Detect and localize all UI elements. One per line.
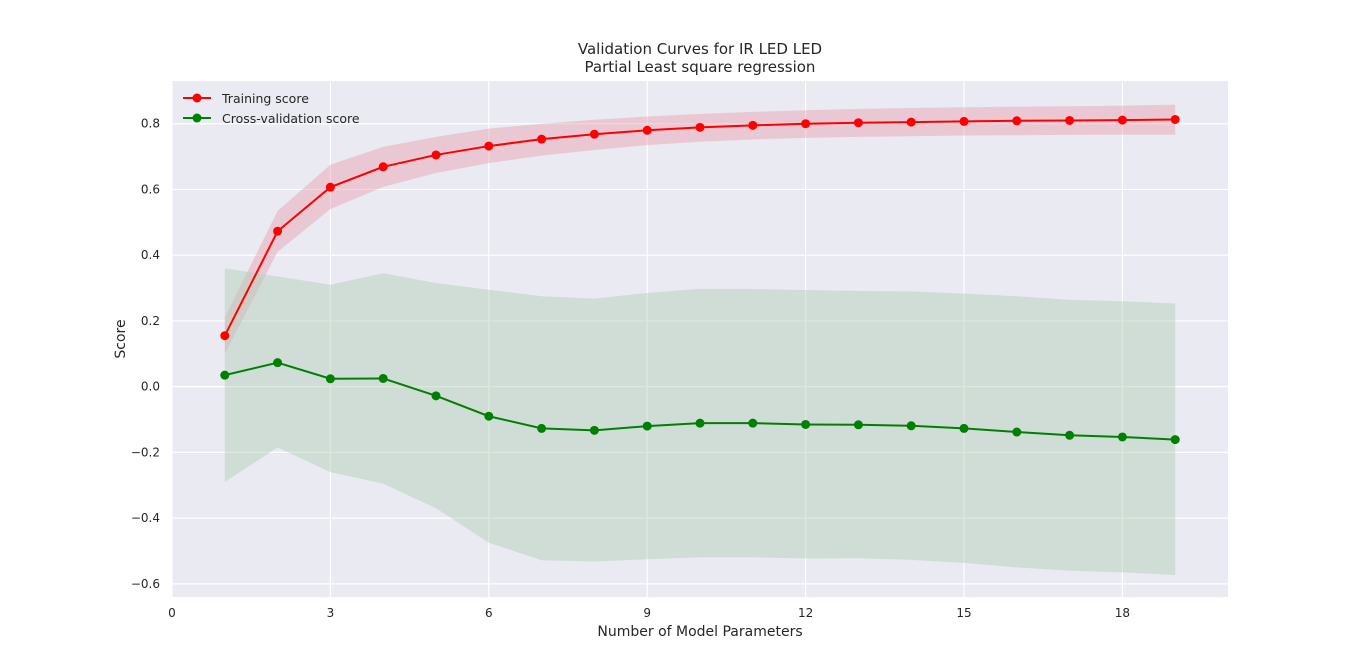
x-tick-label: 9	[643, 606, 651, 620]
y-tick-label: 0.8	[141, 117, 160, 131]
x-axis-label: Number of Model Parameters	[597, 624, 802, 640]
cv-score-point	[1065, 430, 1075, 440]
chart-title: Validation Curves for IR LED LED	[578, 40, 822, 58]
training-score-point	[537, 134, 547, 144]
cv-score-point	[1117, 432, 1127, 442]
cv-score-point	[273, 358, 283, 368]
cv-score-point	[853, 420, 863, 430]
cv-score-point	[220, 370, 230, 380]
training-score-point	[1170, 114, 1180, 124]
training-score-point	[484, 141, 494, 151]
y-tick-labels: −0.6 −0.4 −0.2 0.0 0.2 0.4 0.6 0.8	[131, 117, 160, 591]
x-tick-label: 6	[485, 606, 493, 620]
training-score-point	[589, 129, 599, 139]
cv-score-point	[801, 419, 811, 429]
x-tick-label: 12	[798, 606, 813, 620]
training-score-point	[1012, 116, 1022, 126]
y-tick-label: 0.2	[141, 314, 160, 328]
training-score-point	[325, 182, 335, 192]
training-score-point	[378, 162, 388, 172]
cv-score-point	[695, 418, 705, 428]
cv-score-point	[484, 411, 494, 421]
training-score-point	[906, 117, 916, 127]
cv-score-point	[959, 423, 969, 433]
training-score-point	[695, 122, 705, 132]
cv-score-point	[642, 421, 652, 431]
training-score-point	[801, 119, 811, 129]
cv-score-point	[1170, 435, 1180, 445]
cv-score-point	[748, 418, 758, 428]
y-tick-label: −0.6	[131, 577, 160, 591]
x-tick-label: 15	[956, 606, 971, 620]
cv-score-point	[325, 374, 335, 384]
plot-background	[172, 81, 1228, 597]
training-score-point	[273, 226, 283, 236]
y-tick-label: 0.6	[141, 182, 160, 196]
training-score-point	[642, 125, 652, 135]
training-score-point	[1117, 115, 1127, 125]
training-score-point	[1065, 115, 1075, 125]
legend-label-training: Training score	[221, 91, 309, 106]
cv-score-point	[906, 421, 916, 431]
y-tick-label: 0.4	[141, 248, 160, 262]
cv-score-point	[537, 423, 547, 433]
legend-marker-training	[192, 93, 202, 103]
y-tick-label: −0.2	[131, 445, 160, 459]
training-score-band	[224, 104, 1176, 354]
training-score-point	[853, 118, 863, 128]
training-score-point	[748, 120, 758, 130]
x-tick-label: 18	[1115, 606, 1130, 620]
training-score-point	[431, 150, 441, 160]
cv-score-point	[378, 373, 388, 383]
legend-label-cv: Cross-validation score	[222, 111, 360, 126]
cv-score-point	[431, 391, 441, 401]
training-score-point	[220, 331, 230, 341]
y-tick-label: −0.4	[131, 511, 160, 525]
x-tick-labels: 0 3 6 9 12 15 18	[168, 606, 1130, 620]
training-score-point	[959, 116, 969, 126]
legend: Training score Cross-validation score	[183, 91, 360, 126]
series-points	[220, 114, 1180, 445]
cv-score-point	[589, 425, 599, 435]
cv-score-point	[1012, 427, 1022, 437]
x-tick-label: 3	[327, 606, 335, 620]
legend-marker-cv	[192, 113, 202, 123]
y-tick-label: 0.0	[141, 380, 160, 394]
y-axis-label: Score	[113, 319, 129, 358]
x-tick-label: 0	[168, 606, 176, 620]
chart-subtitle: Partial Least square regression	[585, 58, 816, 76]
